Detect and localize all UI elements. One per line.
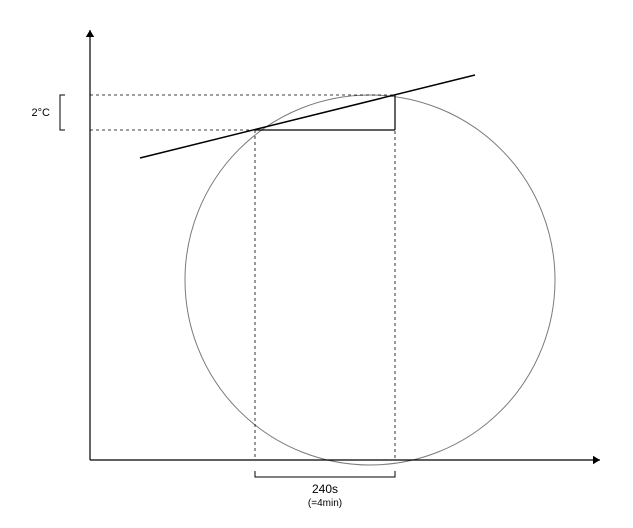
x-span-label-main: 240s — [312, 482, 338, 496]
x-span-label-sub: (=4min) — [308, 498, 342, 509]
y-span-label: 2°C — [32, 107, 51, 119]
